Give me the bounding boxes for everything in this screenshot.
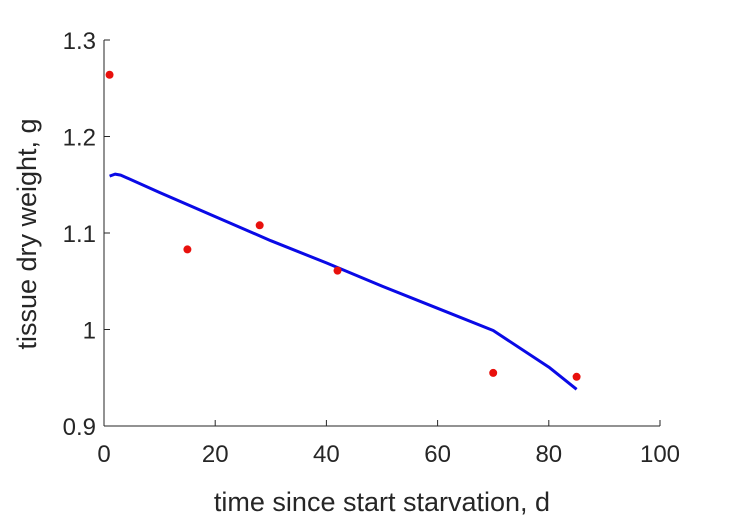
data-point bbox=[572, 372, 581, 381]
y-tick-label: 1.2 bbox=[63, 125, 96, 152]
y-tick-label: 1 bbox=[83, 318, 96, 345]
data-point bbox=[105, 70, 114, 79]
fit-line bbox=[109, 172, 578, 391]
data-point bbox=[183, 245, 192, 254]
x-tick-label: 60 bbox=[424, 441, 451, 468]
x-axis-label: time since start starvation, d bbox=[214, 487, 550, 517]
x-axis: 0 20 40 60 80 100 bbox=[97, 420, 680, 468]
y-tick-label: 1.3 bbox=[63, 28, 96, 55]
x-tick-label: 0 bbox=[97, 441, 110, 468]
y-tick-label: 0.9 bbox=[63, 414, 96, 441]
data-point bbox=[333, 266, 342, 275]
x-tick-label: 40 bbox=[313, 441, 340, 468]
plot-area bbox=[105, 70, 581, 391]
y-axis-label: tissue dry weight, g bbox=[12, 118, 42, 349]
x-tick-label: 100 bbox=[640, 441, 680, 468]
data-point bbox=[255, 221, 264, 230]
y-axis: 0.9 1 1.1 1.2 1.3 bbox=[63, 28, 110, 441]
x-tick-label: 80 bbox=[535, 441, 562, 468]
x-tick-label: 20 bbox=[202, 441, 229, 468]
y-tick-label: 1.1 bbox=[63, 221, 96, 248]
data-point bbox=[489, 368, 498, 377]
